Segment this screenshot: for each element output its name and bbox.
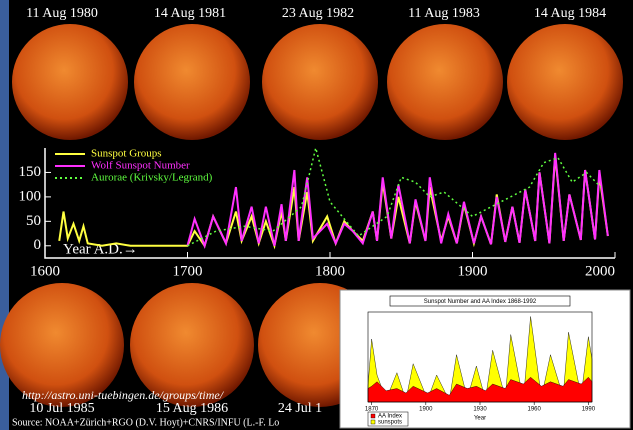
- date-label: 23 Aug 1982: [282, 6, 354, 21]
- sun-disk: [12, 24, 128, 140]
- legend-swatch: [371, 414, 375, 418]
- date-label: 10 Jul 1985: [29, 401, 94, 416]
- x-tick-label: 1900: [419, 407, 433, 413]
- x-axis-label: Year: [474, 416, 486, 422]
- date-label: 11 Aug 1983: [408, 6, 480, 21]
- date-label: 11 Aug 1980: [26, 6, 98, 21]
- x-tick-label: 1990: [582, 407, 596, 413]
- sun-disk: [507, 24, 623, 140]
- y-tick-label: 0: [34, 237, 42, 253]
- annotation: Year A.D.→: [63, 241, 138, 257]
- x-tick-label: 2000: [585, 263, 615, 279]
- legend-swatch: [371, 420, 375, 424]
- inset-chart: Sunspot Number and AA Index 1868-1992 187…: [340, 290, 630, 428]
- legend-label: Sunspot Groups: [91, 148, 162, 160]
- x-tick-label: 1870: [365, 407, 379, 413]
- sun-disk: [387, 24, 503, 140]
- x-tick-label: 1600: [30, 263, 60, 279]
- x-tick-label: 1900: [458, 263, 488, 279]
- chart-title: Sunspot Number and AA Index 1868-1992: [424, 299, 537, 305]
- y-tick-label: 100: [19, 188, 42, 204]
- x-tick-label: 1800: [315, 263, 345, 279]
- legend-label: Wolf Sunspot Number: [91, 160, 190, 172]
- sun-disk: [134, 24, 250, 140]
- legend-label: Aurorae (Krivsky/Legrand): [91, 172, 213, 184]
- x-tick-label: 1700: [173, 263, 203, 279]
- legend-label: sunspots: [378, 420, 402, 426]
- url-text: http://astro.uni-tuebingen.de/groups/tim…: [22, 388, 225, 402]
- source-text: Source: NOAA+Zürich+RGO (D.V. Hoyt)+CNRS…: [12, 417, 279, 428]
- date-label: 24 Jul 1: [278, 401, 322, 416]
- x-tick-label: 1930: [473, 407, 487, 413]
- figure: 11 Aug 1980 14 Aug 1981 23 Aug 1982 11 A…: [0, 0, 633, 430]
- date-label: 14 Aug 1981: [154, 6, 226, 21]
- date-label: 14 Aug 1984: [534, 6, 606, 21]
- y-tick-label: 50: [26, 213, 41, 229]
- sun-disk: [262, 24, 378, 140]
- date-label: 15 Aug 1986: [156, 401, 228, 416]
- x-tick-label: 1960: [528, 407, 542, 413]
- y-tick-label: 150: [19, 164, 42, 180]
